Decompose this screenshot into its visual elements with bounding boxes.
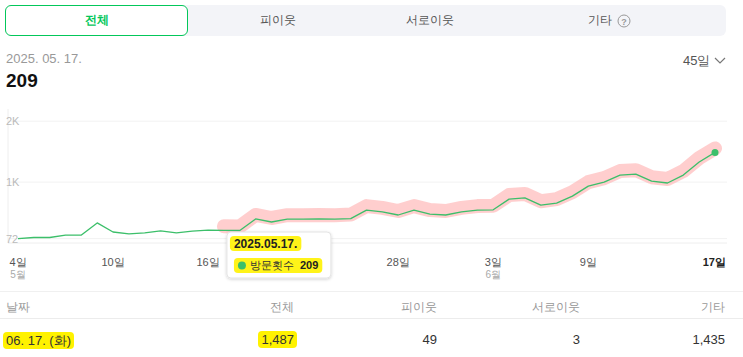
plot-area <box>18 148 719 238</box>
tab[interactable]: 전체 <box>5 5 188 36</box>
cell-text: 06. 17. (화) <box>3 332 74 349</box>
cell-text: 1,435 <box>692 332 725 347</box>
help-icon[interactable]: ? <box>617 14 631 28</box>
tooltip-date: 2025.05.17. <box>234 237 297 251</box>
chevron-line <box>715 58 725 63</box>
cell-text: 날짜 <box>6 300 30 314</box>
help-circle <box>618 15 630 27</box>
last-point <box>712 149 719 156</box>
highlighter <box>234 258 322 273</box>
y-tick-label: 1K <box>6 176 20 188</box>
table-top-line <box>0 291 743 292</box>
cell-text: 1,487 <box>258 331 297 348</box>
tab[interactable]: 기타? <box>492 5 726 36</box>
table-cell: 1,487 <box>261 332 294 347</box>
x-tick-label: 4일 <box>9 256 26 268</box>
grid-line <box>8 121 727 122</box>
tab[interactable]: 서로이웃 <box>368 5 492 36</box>
page: 72 1K 2K 4일 10일 16일 28일 3일 9일 17일 5월 6월 2025.05.17. 방… <box>0 0 743 357</box>
table-cell: 06. 17. (화) <box>6 332 71 350</box>
tooltip-value: 209 <box>300 259 318 271</box>
tooltip-series: 방문횟수 <box>250 259 294 271</box>
help-mark: ? <box>621 16 627 26</box>
cell-text: 기타 <box>701 300 725 314</box>
tooltip-box <box>227 232 331 278</box>
table-cell: 날짜 <box>6 299 30 316</box>
period-dropdown[interactable]: 45일 <box>683 52 726 70</box>
tooltip: 2025.05.17. 방문횟수 209 <box>227 232 331 278</box>
x-month-label: 6월 <box>485 269 501 280</box>
period-label: 45일 <box>683 52 710 70</box>
x-tick-label: 17일 <box>703 256 726 268</box>
table-cell: 전체 <box>270 299 294 316</box>
table-cell: 서로이웃 <box>532 299 580 316</box>
tab-label: 전체 <box>85 12 109 29</box>
y-tick-label: 2K <box>6 115 20 127</box>
table-cell: 3 <box>573 332 580 347</box>
x-tick-label: 9일 <box>580 256 597 268</box>
selected-value: 209 <box>6 70 38 92</box>
cell-text: 서로이웃 <box>532 300 580 314</box>
cell-text: 전체 <box>270 300 294 314</box>
tab[interactable]: 피이웃 <box>188 5 368 36</box>
x-tick-label: 16일 <box>196 256 219 268</box>
table-cell: 1,435 <box>692 332 725 347</box>
highlighter <box>230 236 301 251</box>
highlight-band <box>224 148 715 226</box>
tab-label: 피이웃 <box>260 12 296 29</box>
x-tick-label: 28일 <box>387 256 410 268</box>
cell-text: 3 <box>573 332 580 347</box>
tooltip-dot <box>238 262 246 270</box>
x-tick-label: 10일 <box>101 256 124 268</box>
chevron[interactable] <box>714 56 726 66</box>
chart: 72 1K 2K 4일 10일 16일 28일 3일 9일 17일 5월 6월 2025.05.17. 방… <box>0 0 743 357</box>
series-line <box>18 152 715 238</box>
tab-label: 기타 <box>588 12 612 29</box>
y-tick-label: 72 <box>6 233 18 245</box>
selected-date: 2025. 05. 17. <box>6 51 82 66</box>
x-tick-label: 3일 <box>485 256 502 268</box>
grid-line <box>8 238 727 239</box>
grid-line <box>8 182 727 183</box>
table-cell: 피이웃 <box>401 299 437 316</box>
cell-text: 49 <box>423 332 437 347</box>
table-header-line <box>0 318 743 319</box>
table-cell: 49 <box>423 332 437 347</box>
tab-label: 서로이웃 <box>406 12 454 29</box>
table-cell: 기타 <box>701 299 725 316</box>
x-axis-line <box>8 243 727 244</box>
x-month-label: 5월 <box>10 269 26 280</box>
cell-text: 피이웃 <box>401 300 437 314</box>
